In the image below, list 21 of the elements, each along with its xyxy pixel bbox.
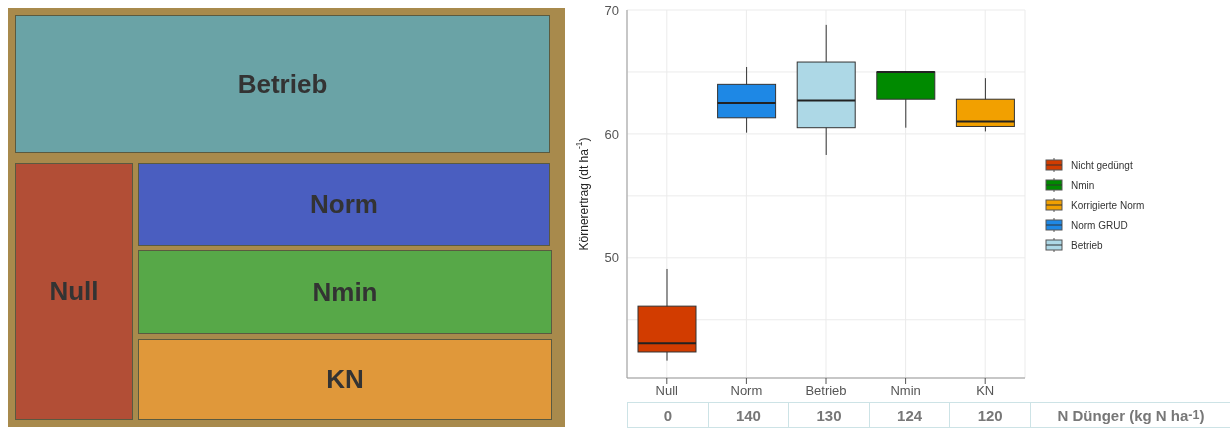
text: 0 xyxy=(628,403,709,427)
x-tick-label: Nmin xyxy=(890,383,921,399)
legend-label: Norm GRUD xyxy=(1071,219,1128,231)
y-tick-label: 70 xyxy=(604,2,619,18)
x-tick-label: KN xyxy=(976,383,995,399)
category-label: Betrieb xyxy=(15,15,550,153)
legend-label: Betrieb xyxy=(1071,239,1103,251)
x-tick-label: Betrieb xyxy=(805,383,847,399)
y-tick-label: 60 xyxy=(604,126,619,142)
text: 124 xyxy=(869,403,951,427)
legend-label: Nmin xyxy=(1071,179,1095,191)
y-tick-label: 50 xyxy=(604,250,619,266)
text: 140 xyxy=(708,403,790,427)
text: 130 xyxy=(789,403,870,427)
category-label: Norm xyxy=(138,163,550,246)
x-tick-label: Norm xyxy=(730,383,763,399)
legend-label: Nicht gedüngt xyxy=(1071,159,1133,171)
text: 120 xyxy=(950,403,1031,427)
x-tick-label: Null xyxy=(655,383,679,399)
category-label: Nmin xyxy=(138,250,552,334)
legend-label: Korrigierte Norm xyxy=(1071,199,1145,211)
